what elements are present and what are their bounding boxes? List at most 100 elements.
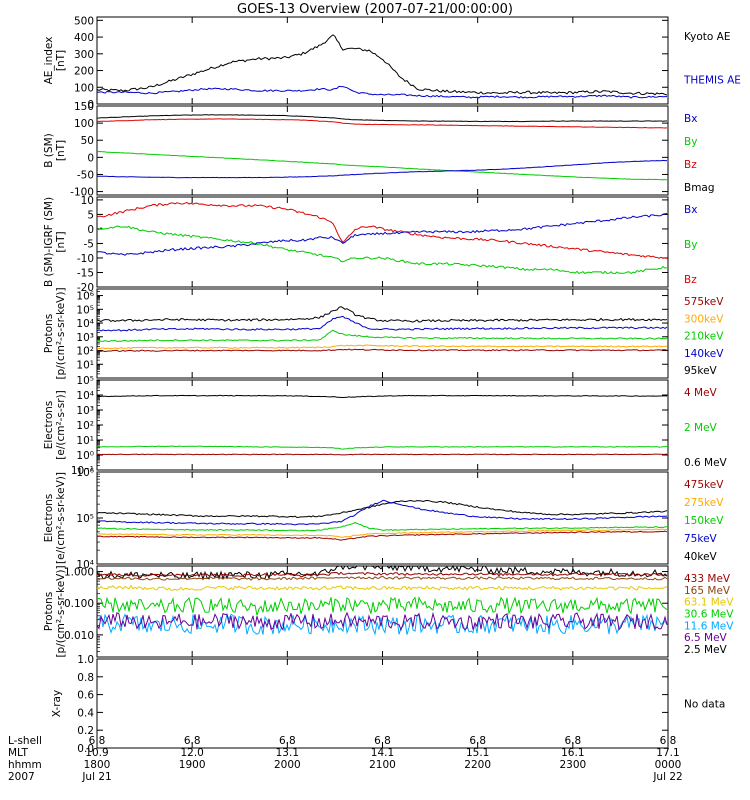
series-protons_high-433-mev bbox=[97, 571, 668, 578]
legend-protons_low-4: 95keV bbox=[684, 365, 718, 377]
ytick-label-xray: 0.0 bbox=[77, 743, 94, 755]
ytick-label-protons_low: 10⁴ bbox=[76, 318, 94, 330]
ytick-label-bigrf: -20 bbox=[77, 282, 94, 294]
legend-electrons_low-3: 75keV bbox=[684, 533, 718, 545]
series-protons_high-2.5-mev bbox=[96, 564, 668, 581]
ytick-label-ae: 400 bbox=[74, 32, 94, 44]
legend-electrons_low-4: 40keV bbox=[684, 551, 718, 563]
series-electrons_low-275kev bbox=[97, 528, 668, 538]
ylabel-units-electrons_high: [e/(cm²-s-sr)] bbox=[55, 390, 67, 459]
ytick-label-bsm: 50 bbox=[81, 135, 94, 147]
series-protons_low-95kev bbox=[96, 306, 668, 323]
ylabel-units-protons_high: [p/(cm²-s-sr-keV)] bbox=[55, 565, 67, 657]
series-protons_low-300kev bbox=[96, 344, 668, 350]
legend-bsm-3: Bmag bbox=[684, 182, 715, 194]
ylabel-protons_high: Protons bbox=[43, 592, 55, 631]
legend-protons_high-4: 11.6 MeV bbox=[684, 620, 734, 632]
xaxis-label-3-2: 2100 bbox=[369, 759, 396, 771]
ylabel-electrons_high: Electrons bbox=[43, 401, 55, 450]
xaxis-label-6-1: 17.1 bbox=[656, 747, 679, 759]
ylabel-units-bigrf: [nT] bbox=[55, 231, 67, 252]
series-bsm-by bbox=[96, 150, 668, 181]
panel-frame-bigrf bbox=[96, 196, 669, 288]
series-protons_high-63.1-mev bbox=[96, 584, 668, 591]
xaxis-label-0-3: Jul 21 bbox=[81, 771, 111, 783]
ytick-label-bigrf: -10 bbox=[77, 253, 94, 265]
xaxis-label-5-2: 2300 bbox=[559, 759, 586, 771]
series-protons_low-210kev bbox=[96, 329, 668, 343]
xaxis-label-4-1: 15.1 bbox=[466, 747, 489, 759]
legend-electrons_low-1: 275keV bbox=[684, 497, 724, 509]
legend-electrons_high-1: 2 MeV bbox=[684, 422, 718, 434]
ytick-label-bigrf: 5 bbox=[87, 209, 94, 221]
series-electrons_high-4-mev bbox=[96, 453, 668, 456]
ylabel-ae: AE_index bbox=[43, 37, 55, 85]
series-electrons_low-40kev bbox=[96, 499, 668, 519]
ytick-label-ae: 200 bbox=[74, 66, 94, 78]
ytick-label-bigrf: -15 bbox=[77, 267, 94, 279]
ytick-label-protons_low: 10⁶ bbox=[76, 291, 94, 303]
legend-bigrf-1: By bbox=[684, 239, 697, 251]
xaxis-label-0-0: 6.8 bbox=[89, 735, 106, 747]
series-ae-themis-ae bbox=[96, 85, 667, 99]
ylabel-units-protons_low: [p/(cm²-s-sr-keV)] bbox=[55, 287, 67, 379]
series-protons_low-140kev bbox=[96, 315, 668, 332]
ylabel-electrons_low: Electrons bbox=[43, 494, 55, 543]
ytick-label-electrons_high: 10³ bbox=[76, 405, 94, 417]
ytick-label-bigrf: 10 bbox=[81, 195, 94, 207]
ytick-label-electrons_low: 10⁵ bbox=[76, 513, 94, 525]
legend-protons_low-0: 575keV bbox=[684, 296, 724, 308]
ytick-label-ae: 500 bbox=[74, 15, 94, 27]
xaxis-label-1-1: 12.0 bbox=[180, 747, 203, 759]
xaxis-label-3-1: 14.1 bbox=[371, 747, 394, 759]
ytick-label-electrons_low: 10⁴ bbox=[76, 559, 94, 571]
ytick-label-protons_high: 1.000 bbox=[64, 567, 94, 579]
panel-frame-protons_low bbox=[96, 288, 669, 379]
series-electrons_high-2-mev bbox=[96, 445, 668, 450]
ytick-label-electrons_high: 10¹ bbox=[76, 435, 94, 447]
ytick-label-xray: 0.2 bbox=[77, 725, 94, 737]
series-electrons_low-75kev bbox=[96, 499, 668, 526]
series-electrons_low-150kev bbox=[97, 522, 668, 532]
legend-ae-1: THEMIS AE bbox=[683, 75, 741, 87]
series-protons_low-575kev bbox=[96, 348, 668, 353]
ytick-label-xray: 0.8 bbox=[77, 672, 94, 684]
xaxis-row-label-0: L-shell bbox=[8, 735, 42, 747]
ytick-label-bsm: 100 bbox=[74, 118, 94, 130]
series-bigrf-bz bbox=[96, 201, 668, 259]
ytick-label-electrons_low: 10⁶ bbox=[76, 467, 94, 479]
legend-protons_high-1: 165 MeV bbox=[684, 585, 731, 597]
ytick-label-xray: 1.0 bbox=[77, 654, 94, 666]
ytick-label-ae: 100 bbox=[74, 82, 94, 94]
ylabel-bsm: B (SM) bbox=[43, 133, 55, 167]
xaxis-label-3-0: 6.8 bbox=[374, 735, 391, 747]
xaxis-row-label-3: 2007 bbox=[8, 771, 35, 783]
ytick-label-protons_low: 10¹ bbox=[76, 359, 94, 371]
legend-bigrf-2: Bz bbox=[684, 274, 697, 286]
legend-protons_high-6: 2.5 MeV bbox=[684, 644, 728, 656]
panel-frame-electrons_low bbox=[96, 471, 669, 565]
xaxis-label-4-0: 6.8 bbox=[469, 735, 486, 747]
legend-electrons_high-2: 0.6 MeV bbox=[684, 457, 728, 469]
xaxis-row-label-2: hhmm bbox=[8, 759, 42, 771]
legend-ae-0: Kyoto AE bbox=[684, 31, 730, 43]
xaxis-label-6-2: 0000 bbox=[655, 759, 682, 771]
series-bsm-bmag bbox=[96, 114, 667, 123]
ytick-label-ae: 0 bbox=[87, 99, 94, 111]
series-protons_high-165-mev bbox=[96, 575, 668, 581]
ytick-label-bsm: -100 bbox=[70, 187, 94, 199]
xaxis-label-2-2: 2000 bbox=[274, 759, 301, 771]
ytick-label-bsm: 0 bbox=[87, 152, 94, 164]
ytick-label-electrons_high: 10² bbox=[76, 420, 94, 432]
ytick-label-protons_high: 0.010 bbox=[64, 630, 94, 642]
legend-protons_high-2: 63.1 MeV bbox=[684, 597, 734, 609]
ytick-label-bigrf: 0 bbox=[87, 224, 94, 236]
ylabel-protons_low: Protons bbox=[43, 314, 55, 353]
ytick-label-bigrf: -5 bbox=[84, 238, 94, 250]
legend-bsm-2: Bz bbox=[684, 159, 697, 171]
legend-bigrf-0: Bx bbox=[684, 204, 697, 216]
ytick-label-protons_low: 10² bbox=[76, 346, 94, 358]
ytick-label-bsm: 150 bbox=[74, 101, 94, 113]
series-electrons_high-0.6-mev bbox=[96, 394, 668, 398]
